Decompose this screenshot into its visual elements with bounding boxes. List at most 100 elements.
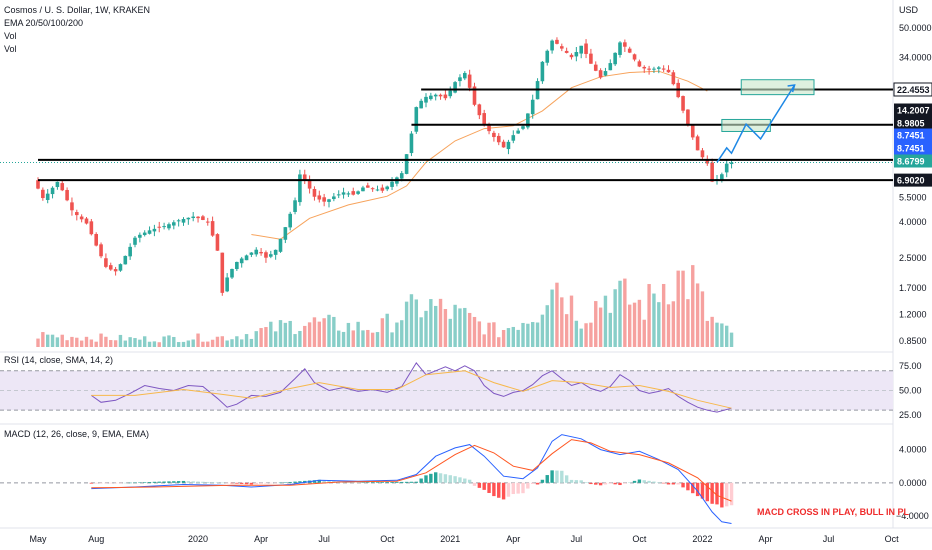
macd-histogram-bar [293,481,297,483]
rsi-ma-line [91,370,732,409]
candle-body [201,216,205,220]
macd-histogram-bar [138,482,142,483]
candle [152,224,157,237]
volume-bar [351,330,355,347]
macd-histogram-bar [152,481,157,483]
candle [550,39,554,54]
legend-macd[interactable]: MACD (12, 26, close, 9, EMA, EMA) [4,429,149,439]
macd-histogram-bar [429,473,433,483]
candle-body [671,72,676,85]
time-tick-label: 2020 [188,534,208,544]
macd-histogram-bar [531,482,535,484]
price-badge-text: 14.2007 [897,105,930,115]
macd-histogram-bar [254,482,258,485]
candle-body [191,216,195,219]
volume-bar [317,321,321,347]
candle [637,59,642,68]
macd-histogram-bar [104,482,108,484]
candle-body [79,216,84,220]
macd-histogram-bar [448,475,452,483]
volume-bar [686,299,690,347]
candle-body [123,255,128,265]
horizontal-levels[interactable] [0,88,893,182]
candle-body [55,181,60,188]
volume-bar [370,332,375,347]
volume-bar [497,337,501,347]
volume-bar [477,321,482,347]
macd-histogram-bar [691,482,695,494]
candle [157,221,162,233]
candle [681,95,685,114]
candle [210,216,215,237]
volume-bar [332,316,336,347]
macd-histogram-bar [516,482,520,494]
candle [259,248,263,256]
legend-rsi[interactable]: RSI (14, close, SMA, 14, 2) [4,355,113,365]
macd-histogram-bar [676,482,680,485]
candle [75,209,79,221]
macd-histogram-bar [370,482,375,483]
candle [205,217,210,226]
candle-body [560,46,564,49]
volume-bar [720,323,724,347]
volume-bar [303,325,307,347]
candle [138,232,142,243]
projection-path[interactable] [716,84,796,163]
volume-bar [419,317,423,347]
candle-body [642,66,647,69]
candle-body [293,200,297,212]
currency-label: USD [899,5,919,15]
candle [574,47,579,62]
volume-bar [60,334,64,347]
candle-body [443,94,448,99]
candle-body [65,189,69,201]
macd-histogram-bar [661,482,666,484]
candle [65,187,69,202]
volume-bar [50,334,55,347]
volume-bar [172,336,176,347]
candle-body [681,96,685,111]
candle-body [147,230,152,234]
macd-histogram-bar [443,474,448,483]
price-badge: 8.7451 [894,128,932,142]
candle [608,59,613,71]
macd-histogram-bar [535,482,540,485]
candle-body [530,99,535,115]
candle-body [724,163,729,173]
chart-title: Cosmos / U. S. Dollar, 1W, KRAKEN [4,5,150,15]
candle [162,222,166,230]
volume-bar [482,334,486,347]
macd-histogram-bar [671,482,676,485]
projection-box[interactable] [740,79,815,96]
time-tick-label: Jul [318,534,330,544]
candle [142,230,147,237]
price-badge-bg [894,128,932,142]
candle-body [370,188,375,190]
price-tick-label: 1.7000 [899,283,927,293]
candle [55,181,60,190]
legend-vol-2[interactable]: Vol [4,44,17,54]
candle [293,197,297,215]
legend-ema[interactable]: EMA 20/50/100/200 [4,18,83,28]
macd-histogram-bar [608,482,612,484]
candle-body [686,109,690,125]
candle-body [593,64,598,71]
macd-histogram-bar [395,481,399,483]
macd-histogram-bar [560,470,564,483]
time-tick-label: Apr [506,534,520,544]
volume-bar [75,337,79,347]
candle [235,261,239,271]
candle-body [569,54,574,58]
candle-body [579,45,583,54]
price-badge: 8.9805 [894,116,932,130]
volume-bar [623,278,627,347]
candle [79,214,84,223]
candle-body [366,185,370,188]
volume-bar [152,341,157,347]
candle-body [463,72,467,79]
projection-drawings[interactable] [716,79,815,163]
candle [254,247,259,257]
legend-vol-1[interactable]: Vol [4,31,17,41]
candle [94,232,98,247]
